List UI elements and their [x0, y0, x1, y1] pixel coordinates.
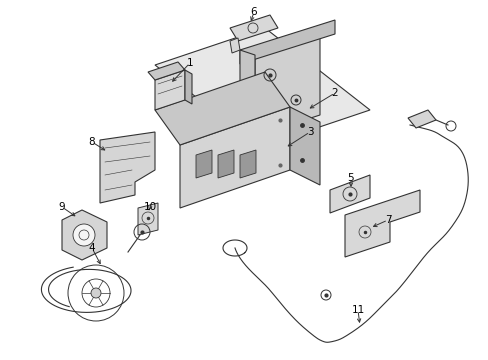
Text: 6: 6 — [250, 7, 257, 17]
Text: 10: 10 — [143, 202, 156, 212]
Polygon shape — [62, 210, 107, 260]
Text: 4: 4 — [88, 243, 95, 253]
Polygon shape — [229, 15, 278, 41]
Polygon shape — [180, 107, 289, 208]
Polygon shape — [196, 150, 212, 178]
Text: 11: 11 — [351, 305, 364, 315]
Text: 5: 5 — [347, 173, 354, 183]
Polygon shape — [148, 62, 184, 80]
Polygon shape — [240, 20, 334, 64]
Polygon shape — [240, 50, 254, 136]
Text: 1: 1 — [186, 58, 193, 68]
Polygon shape — [240, 150, 256, 178]
Circle shape — [73, 224, 95, 246]
Polygon shape — [329, 175, 369, 213]
Polygon shape — [155, 70, 184, 110]
Circle shape — [91, 288, 101, 298]
Text: 8: 8 — [88, 137, 95, 147]
Polygon shape — [229, 38, 240, 53]
Polygon shape — [138, 203, 158, 235]
Polygon shape — [155, 72, 289, 145]
Polygon shape — [289, 107, 319, 185]
Text: 3: 3 — [306, 127, 313, 137]
Text: 7: 7 — [384, 215, 390, 225]
Text: 2: 2 — [331, 88, 338, 98]
Polygon shape — [100, 132, 155, 203]
Polygon shape — [184, 70, 192, 104]
Text: 9: 9 — [59, 202, 65, 212]
Polygon shape — [155, 28, 369, 147]
Polygon shape — [218, 150, 234, 178]
Polygon shape — [254, 34, 319, 136]
Polygon shape — [407, 110, 435, 128]
Polygon shape — [345, 190, 419, 257]
